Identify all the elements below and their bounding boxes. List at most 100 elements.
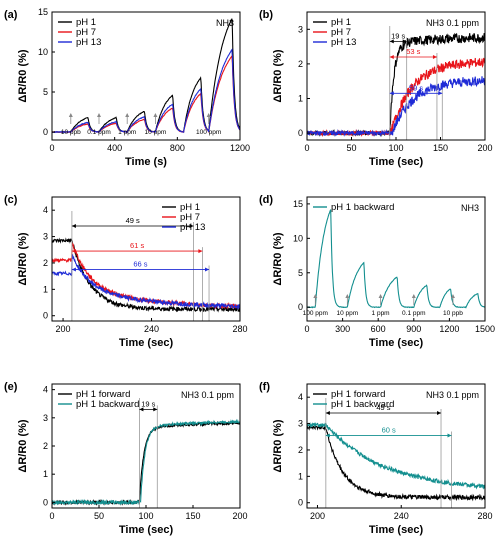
y-tick-label: 10 xyxy=(38,47,48,57)
y-tick-label: 1 xyxy=(298,93,303,103)
y-tick-label: 15 xyxy=(38,7,48,17)
axes-frame xyxy=(306,383,486,509)
y-axis-label: ΔR/R0 (%) xyxy=(272,419,284,472)
gas-note: NH3 0.1 ppm xyxy=(426,390,479,400)
y-tick-label: 4 xyxy=(298,392,303,402)
plot-area xyxy=(52,237,240,313)
legend-entry: pH 1 backward xyxy=(76,399,139,410)
x-tick-label: 100 xyxy=(138,511,153,521)
legend-entry: pH 7 xyxy=(331,27,351,38)
y-tick-label: 3 xyxy=(298,24,303,34)
y-tick-label: 4 xyxy=(43,385,48,395)
x-tick-label: 280 xyxy=(477,511,492,521)
panel-label: (e) xyxy=(4,381,18,393)
legend-entry: pH 13 xyxy=(180,222,205,233)
x-tick-label: 150 xyxy=(433,143,448,153)
x-tick-label: 200 xyxy=(310,511,325,521)
x-tick-label: 50 xyxy=(94,511,104,521)
x-axis-label: Time (sec) xyxy=(369,337,424,349)
panel-b: (b) 19 s53 s 59 s 0 50 100 150 200 0 1 2 3 Time (sec… xyxy=(259,9,493,168)
plot-area xyxy=(307,422,485,502)
x-tick-label: 900 xyxy=(406,324,421,334)
series-line-0 xyxy=(307,32,485,138)
time-label: 66 s xyxy=(133,260,147,269)
marker-head xyxy=(68,113,73,117)
time-label: 61 s xyxy=(130,241,144,250)
y-tick-label: 2 xyxy=(298,59,303,69)
y-tick-label: 0 xyxy=(298,498,303,508)
panel-a: (a) 10 ppb 0.1 ppm 1 ppm 10 ppm 100 ppm 0 400 80… xyxy=(4,7,250,168)
x-axis-label: Time (sec) xyxy=(119,524,174,536)
series-line-0 xyxy=(52,420,240,506)
legend-entry: pH 1 forward xyxy=(331,389,385,400)
x-tick-label: 300 xyxy=(335,324,350,334)
y-tick-label: 1 xyxy=(298,471,303,481)
x-tick-label: 0 xyxy=(304,324,309,334)
y-tick-label: 10 xyxy=(293,233,303,243)
marker-label: 0.1 ppm xyxy=(87,129,111,136)
marker-label: 0.1 ppm xyxy=(402,310,426,317)
y-axis-label: ΔR/R0 (%) xyxy=(17,232,29,285)
time-label: 59 s xyxy=(409,83,423,92)
legend-entry: pH 1 forward xyxy=(76,389,130,400)
y-axis-label: ΔR/R0 (%) xyxy=(272,232,284,285)
panel-d: (d) 100 ppm 10 ppm 1 ppm 0.1 ppm 10 ppb 0 300 60… xyxy=(259,194,495,349)
y-tick-label: 0 xyxy=(298,302,303,312)
x-tick-label: 240 xyxy=(144,324,159,334)
y-tick-label: 0 xyxy=(43,497,48,507)
x-tick-label: 1500 xyxy=(475,324,495,334)
y-tick-label: 15 xyxy=(293,199,303,209)
series-line-2 xyxy=(52,48,240,134)
y-tick-label: 5 xyxy=(298,268,303,278)
panel-label: (b) xyxy=(259,9,273,21)
plot-area xyxy=(307,209,485,309)
x-tick-label: 0 xyxy=(49,143,54,153)
marker-label: 10 ppm xyxy=(145,129,167,136)
legend-entry: pH 1 xyxy=(76,17,96,28)
legend-entry: pH 1 backward xyxy=(331,399,394,410)
marker-head xyxy=(97,113,101,117)
x-tick-label: 100 xyxy=(388,143,403,153)
time-label: 49 s xyxy=(126,216,140,225)
gas-note: NH3 xyxy=(216,18,234,28)
y-tick-label: 1 xyxy=(43,469,48,479)
marker-head xyxy=(450,294,455,298)
plot-area xyxy=(52,18,240,134)
panel-e: (e) 19 s 0 50 100 150 200 0 1 2 3 4 Time (sec) ΔR/R0 … xyxy=(4,381,248,536)
legend-entry: pH 1 xyxy=(180,202,200,213)
y-tick-label: 3 xyxy=(298,419,303,429)
legend-entry: pH 13 xyxy=(331,37,356,48)
x-tick-label: 800 xyxy=(170,143,185,153)
marker-head xyxy=(125,113,130,117)
x-tick-label: 200 xyxy=(56,324,71,334)
x-tick-label: 1200 xyxy=(230,143,250,153)
y-axis-label: ΔR/R0 (%) xyxy=(272,49,284,102)
y-axis-label: ΔR/R0 (%) xyxy=(17,49,29,102)
series-line-2 xyxy=(307,76,485,137)
legend-entry: pH 7 xyxy=(180,212,200,223)
x-tick-label: 200 xyxy=(232,511,247,521)
y-tick-label: 0 xyxy=(43,311,48,321)
marker-head xyxy=(345,294,350,298)
panel-label: (f) xyxy=(259,381,270,393)
y-tick-label: 1 xyxy=(43,284,48,294)
marker-head xyxy=(206,113,211,117)
series-line-1 xyxy=(307,422,485,490)
x-tick-label: 280 xyxy=(232,324,247,334)
x-tick-label: 240 xyxy=(394,511,409,521)
panel-label: (c) xyxy=(4,194,18,206)
marker-label: 100 ppm xyxy=(303,310,328,317)
marker-head xyxy=(411,294,416,298)
marker-head xyxy=(153,113,158,117)
marker-label: 10 ppb xyxy=(443,310,463,317)
marker-label: 1 ppm xyxy=(372,310,390,317)
series-line-1 xyxy=(52,418,240,506)
x-tick-label: 1200 xyxy=(439,324,459,334)
x-axis-label: Time (sec) xyxy=(369,156,424,168)
axes-frame xyxy=(51,196,241,322)
marker-label: 100 ppm xyxy=(196,129,221,136)
marker-head xyxy=(313,294,318,298)
y-tick-label: 4 xyxy=(43,205,48,215)
time-label: 53 s xyxy=(406,47,420,56)
x-axis-label: Time (s) xyxy=(125,156,167,168)
